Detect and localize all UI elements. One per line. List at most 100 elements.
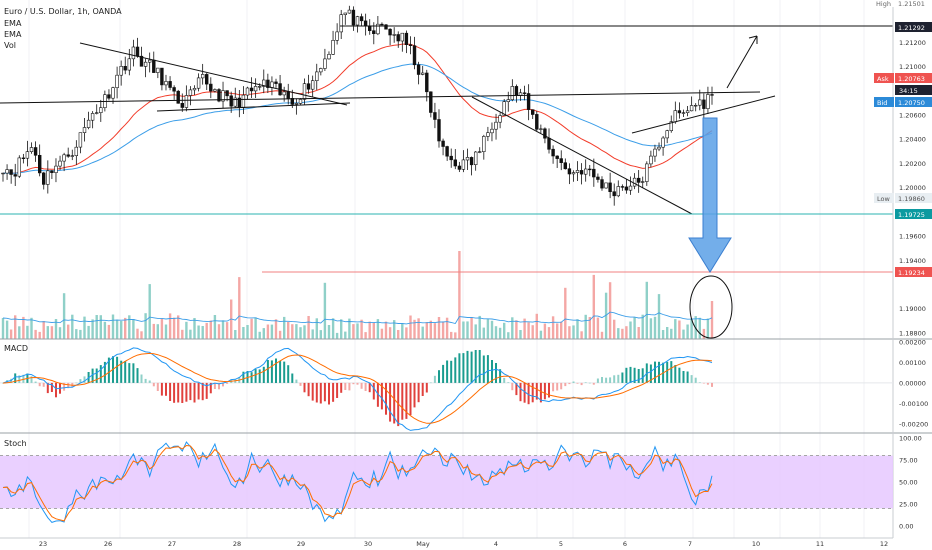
high-label: High [876,0,891,8]
low-value: 1.19860 [898,195,925,203]
macd-histogram-bar [67,382,70,389]
candle-body [661,137,665,148]
time-tick-label: 7 [688,540,692,548]
macd-histogram-bar [633,367,636,383]
volume-bar [580,331,583,339]
volume-bar [164,324,168,339]
macd-axis[interactable]: 0.00200 0.00100 0.00000 -0.00100 -0.00200 [899,339,928,429]
candle-body [152,59,156,73]
level-cyan-tag: 1.19725 [895,209,932,219]
candle-body [188,89,193,96]
candle-body [588,168,592,171]
candle-body [196,77,201,89]
level-red-value: 1.19234 [898,269,925,277]
volume-bar [242,327,245,339]
candle-body [490,128,494,134]
volume-bar [405,327,408,339]
volume-bar [331,318,335,339]
volume-bar [278,330,282,339]
macd-histogram-bar [466,350,469,383]
volume-bar [124,317,127,339]
candle-body [82,127,87,133]
candle-body [608,182,612,192]
macd-histogram-bar [702,382,705,384]
trendlines[interactable] [0,25,893,339]
volume-bar [698,317,701,339]
candle-body [612,191,616,197]
candle-body [551,148,555,157]
macd-histogram-bar [368,382,371,393]
macd-histogram-bar [580,382,583,386]
price-axis[interactable]: 1.212001.210001.208001.206001.204001.202… [899,39,926,338]
candle-body [396,34,400,42]
macd-histogram-bar [637,369,640,383]
macd-histogram-bar [75,382,78,384]
price-pane[interactable] [0,5,893,339]
macd-histogram-bar [152,382,155,387]
macd-histogram-bar [352,382,355,385]
macd-histogram-bar [173,382,176,403]
volume-bar [79,329,82,339]
candle-body [99,107,103,113]
time-tick-label: 12 [880,540,888,548]
low-tag: Low 1.19860 [874,193,932,203]
volume-bar [535,313,538,339]
macd-histogram-bar [83,376,86,383]
volume-bar [478,315,481,339]
macd-histogram-bar [670,361,673,383]
macd-histogram-bar [433,375,436,383]
macd-histogram-bar [417,382,420,403]
candle-body [555,155,559,159]
macd-histogram-bar [270,360,273,383]
macd-histogram-bar [242,371,245,383]
volume-bar [604,292,608,339]
volume-bar [710,301,714,339]
volume-bar [221,320,225,339]
price-tick-label: 1.20400 [899,136,926,144]
candle-body [25,151,30,159]
macd-histogram-bar [376,382,379,407]
volume-bar [641,314,644,339]
stoch-axis[interactable]: 100.00 75.00 50.00 25.00 0.00 [899,435,922,531]
candle-body [449,155,453,161]
candle-body [477,151,482,153]
volume-bar [645,281,648,339]
macd-histogram-bar [356,382,359,385]
macd-histogram-bar [55,382,57,398]
volume-bar [372,322,375,339]
high-value: 1.21501 [898,0,925,8]
macd-histogram-bar [503,377,506,383]
candle-body [115,74,119,88]
indicator-ema-2[interactable]: EMA [4,30,22,39]
candle-body [41,172,46,185]
macd-histogram-bar [372,382,375,400]
price-tick-label: 1.20000 [899,184,926,192]
volume-bar [327,325,331,339]
candle-body [494,121,498,130]
stoch-tick-label: 25.00 [899,501,918,509]
candle-body [469,157,474,166]
macd-histogram-bar [222,382,224,387]
candle-body [180,103,184,108]
indicator-vol[interactable]: Vol [4,41,16,50]
volume-bar [450,331,453,339]
candle-body [502,101,506,116]
macd-histogram-bar [291,373,294,383]
time-axis[interactable]: 23 26 27 28 29 30 May 4 5 6 7 10 11 12 [39,540,888,548]
candle-body [148,59,152,63]
stoch-pane[interactable] [0,441,893,523]
volume-bar [266,324,270,339]
volume-bar [132,319,135,339]
volume-bar [95,315,98,339]
candle-body [274,81,278,84]
macd-pane[interactable] [0,347,893,431]
volume-bar [596,317,600,339]
candle-body [547,137,551,150]
macd-histogram-bar [266,360,269,383]
indicator-ema-1[interactable]: EMA [4,19,22,28]
macd-histogram-bar [429,382,432,384]
macd-histogram-bar [22,374,25,383]
macd-histogram-bar [136,368,139,383]
macd-histogram-bar [519,382,522,402]
